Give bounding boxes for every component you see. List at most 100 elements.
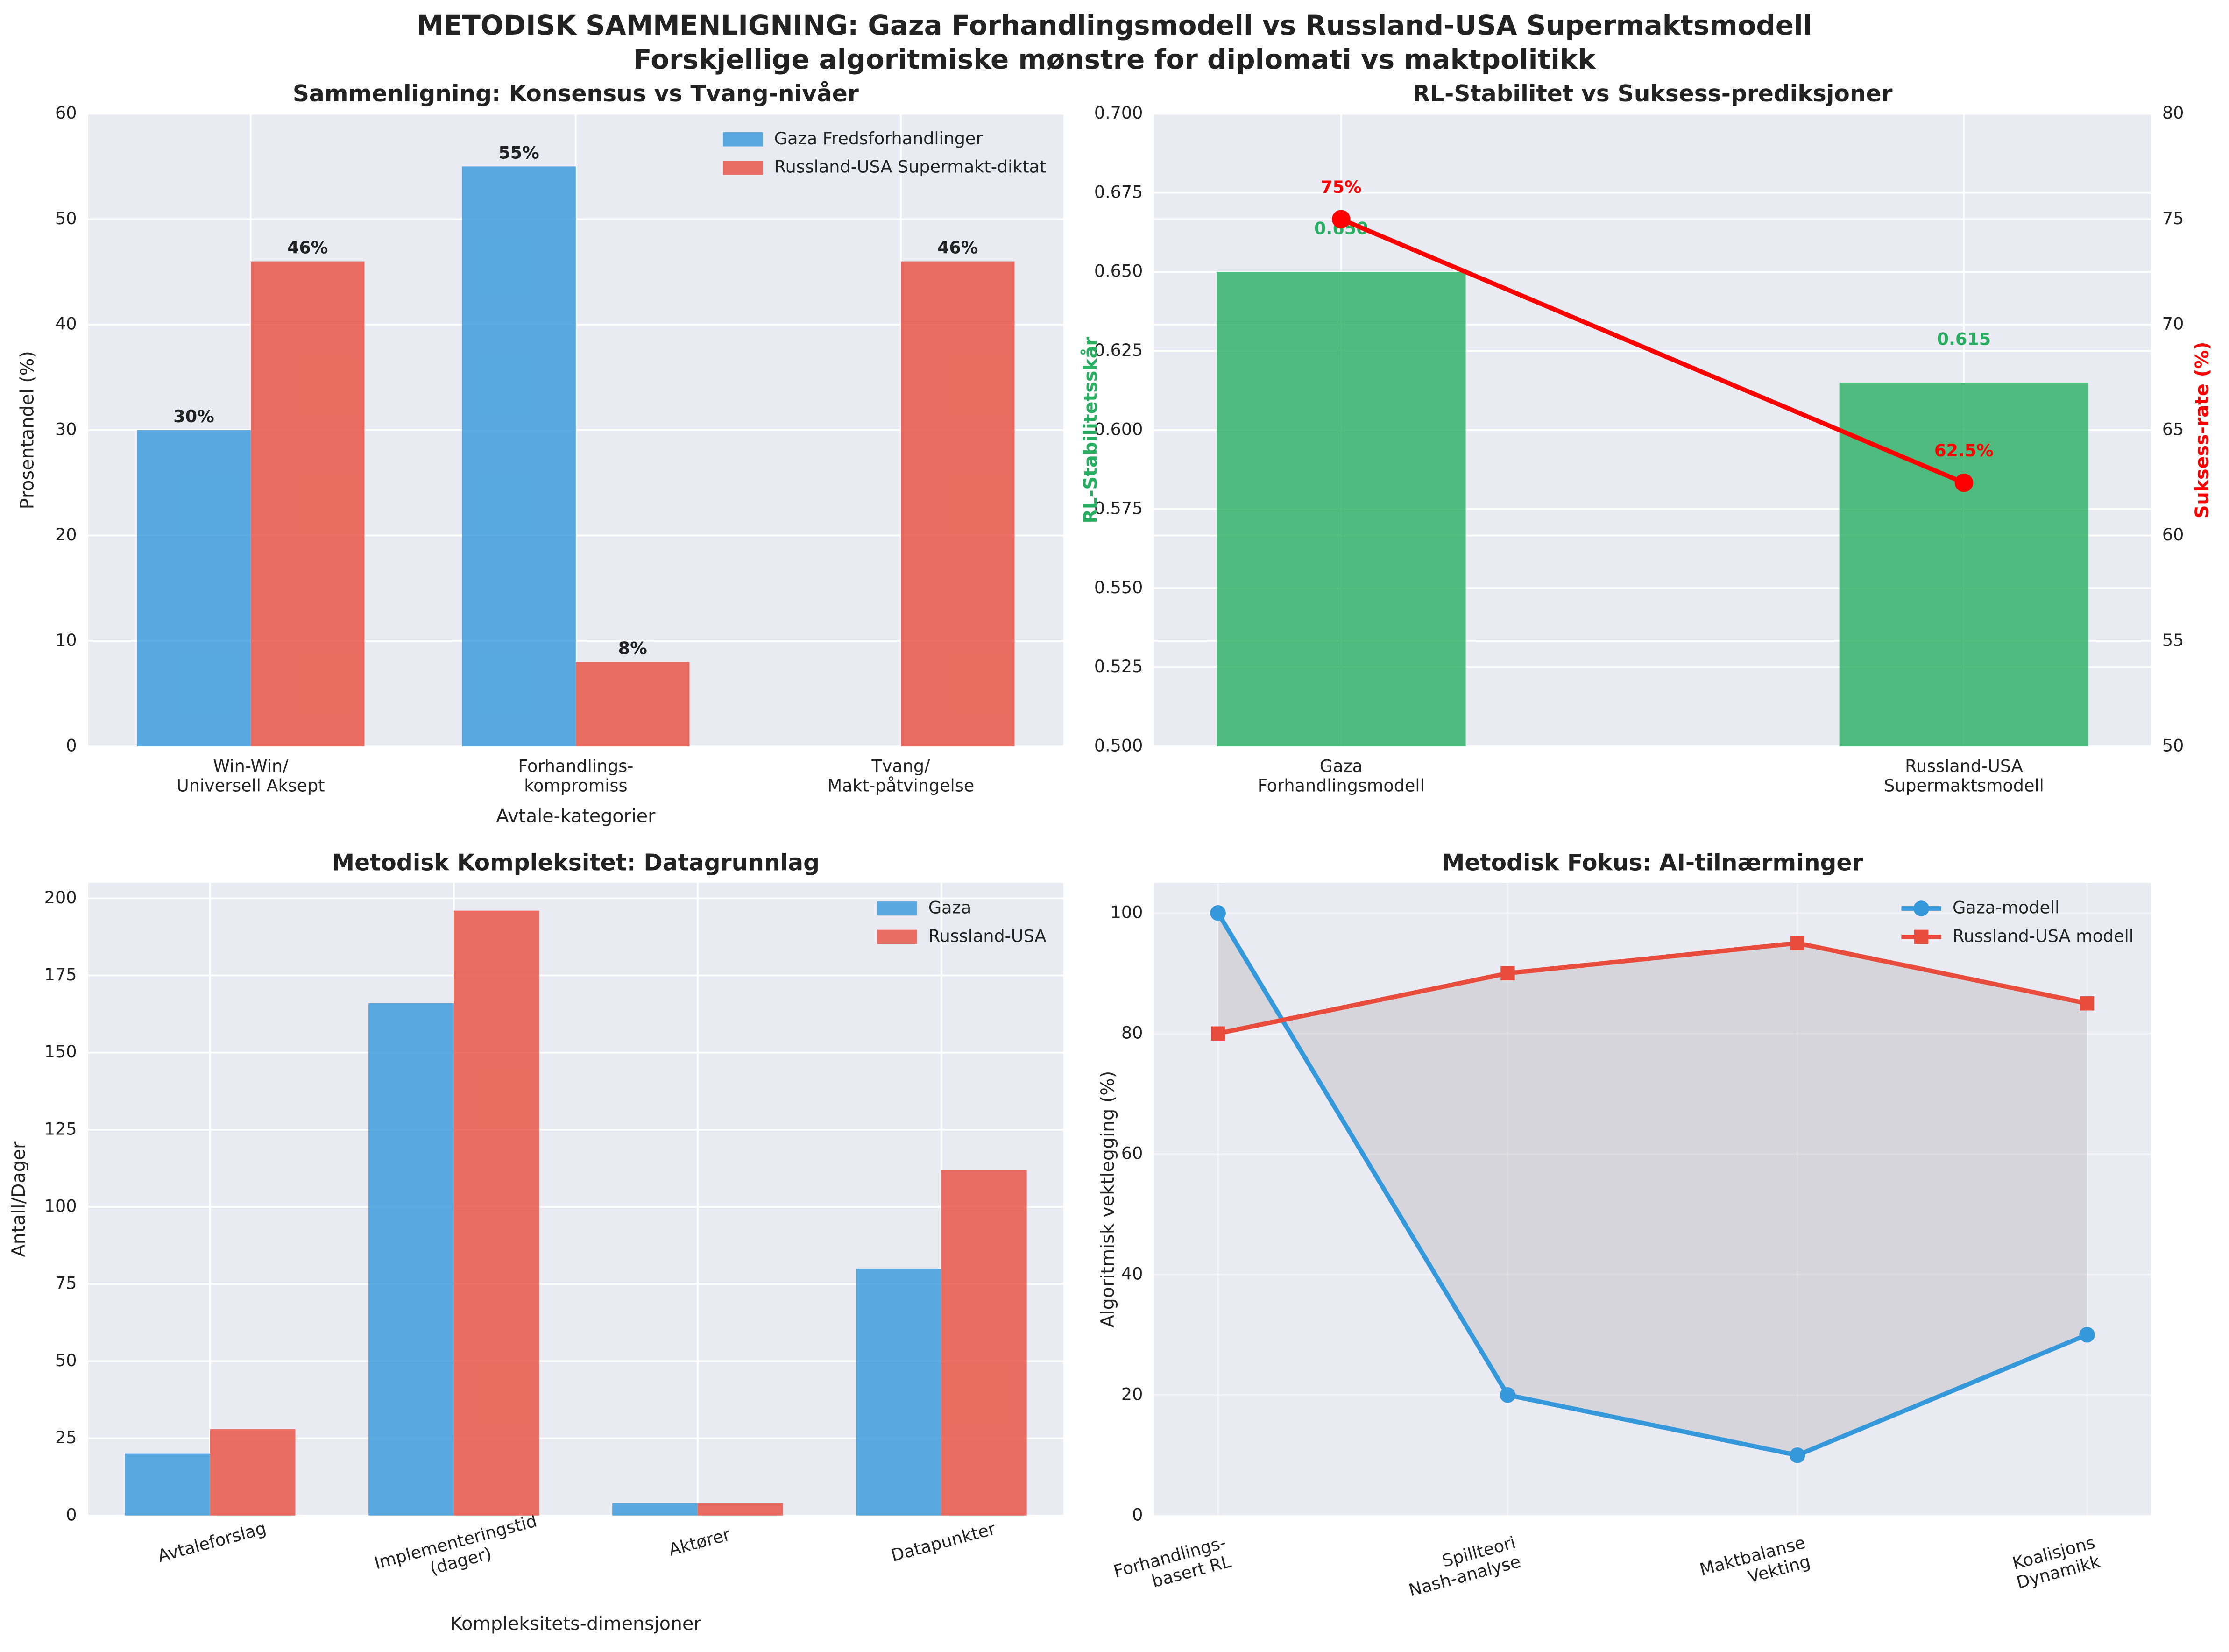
legend-swatch: [877, 901, 917, 916]
subplot-title: Metodisk Kompleksitet: Datagrunnlag: [332, 850, 820, 876]
y-tick-label: 40: [55, 314, 77, 334]
y2-tick-label: 75: [2162, 208, 2184, 228]
y-tick-label: 175: [44, 964, 77, 985]
y-tick-label: 100: [1111, 902, 1143, 922]
bar-value-label: 55%: [498, 142, 539, 163]
bar: [368, 1003, 454, 1516]
bar-value-label: 0.615: [1937, 329, 1991, 349]
y-tick-label: 200: [44, 887, 77, 908]
y-tick-label: 50: [55, 208, 77, 228]
legend-swatch: [723, 160, 763, 175]
bar: [941, 1170, 1027, 1516]
marker: [1210, 1026, 1225, 1041]
y-tick-label: 30: [55, 419, 77, 439]
fill-between: [1218, 913, 2087, 1455]
subplot-title: Metodisk Fokus: AI-tilnærminger: [1442, 850, 1863, 876]
y-tick-label: 125: [44, 1119, 77, 1139]
legend-label: Gaza: [928, 898, 971, 918]
legend-swatch: [1913, 900, 1929, 916]
y2-tick-label: 60: [2162, 525, 2184, 545]
y-tick-label: 75: [55, 1273, 77, 1293]
y-tick-label: 60: [55, 103, 77, 123]
y-tick-label: 0.500: [1094, 736, 1143, 756]
y-tick-label: 150: [44, 1042, 77, 1062]
x-axis-label: Avtale-kategorier: [496, 806, 656, 827]
y2-tick-label: 70: [2162, 314, 2184, 334]
bar-value-label: 46%: [287, 238, 328, 258]
y-tick-label: 0.600: [1094, 419, 1143, 439]
marker: [1332, 210, 1351, 229]
y-tick-label: 0.550: [1094, 577, 1143, 597]
legend-label: Russland-USA modell: [1953, 926, 2134, 946]
y-axis-label: RL-Stabilitetsskår: [1080, 337, 1101, 524]
figure-title: METODISK SAMMENLIGNING: Gaza Forhandling…: [417, 9, 1812, 41]
y-tick-label: 10: [55, 630, 77, 650]
bar-value-label: 8%: [618, 638, 647, 659]
subplot: 0.500 0.525 0.550 0.575 0.600 0.625 0.650 0.675…: [1080, 81, 2213, 796]
y2-tick-label: 55: [2162, 630, 2184, 650]
bar-value-label: 46%: [937, 238, 978, 258]
y-tick-label: 25: [55, 1427, 77, 1447]
x-tick-label: Gaza Forhandlingsmodell: [1258, 756, 1425, 796]
legend-label: Gaza-modell: [1953, 898, 2059, 918]
bar: [856, 1269, 941, 1516]
legend-swatch: [723, 132, 763, 147]
x-tick-label: Tvang/Makt-påtvingelse: [828, 756, 975, 796]
bar: [697, 1503, 783, 1516]
y-tick-label: 20: [55, 525, 77, 545]
line-value-label: 75%: [1321, 177, 1361, 197]
y-tick-label: 80: [1121, 1022, 1143, 1042]
marker: [1500, 966, 1515, 980]
bar: [575, 662, 690, 747]
plot-background: [1154, 883, 2151, 1516]
legend-swatch: [1914, 929, 1929, 944]
legend-label: Russland-USA Supermakt-diktat: [774, 157, 1047, 177]
bar-value-label: 30%: [173, 406, 214, 426]
y-tick-label: 0.575: [1094, 498, 1143, 518]
y2-tick-label: 80: [2162, 103, 2184, 123]
y2-axis-label: Suksess-rate (%): [2192, 342, 2213, 518]
bar: [250, 261, 365, 747]
y-tick-label: 0: [66, 736, 77, 756]
y2-tick-label: 65: [2162, 419, 2184, 439]
x-axis-label: Kompleksitets-dimensjoner: [450, 1613, 701, 1635]
y-tick-label: 100: [44, 1196, 77, 1216]
y-tick-label: 50: [55, 1350, 77, 1370]
y-axis-label: Algoritmisk vektlegging (%): [1097, 1071, 1118, 1328]
bar: [453, 910, 539, 1516]
x-tick-label: Russland-USA Supermaktsmodell: [1884, 756, 2044, 796]
line: [1340, 217, 1965, 485]
y-tick-label: 0.700: [1094, 103, 1143, 123]
y-tick-label: 60: [1121, 1143, 1143, 1163]
marker: [1790, 936, 1804, 950]
line: [1217, 941, 2088, 1036]
marker: [2079, 1327, 2095, 1343]
legend-label: Russland-USA: [928, 926, 1047, 946]
marker: [1500, 1387, 1516, 1403]
x-tick-label: Forhandlings-kompromiss: [518, 756, 633, 796]
bar: [612, 1503, 698, 1516]
y2-tick-label: 50: [2162, 736, 2184, 756]
bar: [125, 1453, 210, 1516]
legend-label: Gaza Fredsforhandlinger: [774, 128, 984, 149]
subplot: 0 10 20 30 40 50 60 Win-Win/Universell Aksept Fo…: [16, 81, 1063, 827]
marker: [1954, 473, 1974, 492]
y-tick-label: 0.650: [1094, 261, 1143, 281]
y-tick-label: 0.675: [1094, 182, 1143, 202]
subplot-title: RL-Stabilitet vs Suksess-prediksjoner: [1413, 81, 1893, 107]
y-tick-label: 20: [1121, 1384, 1143, 1404]
x-tick-label: Win-Win/Universell Aksept: [177, 756, 325, 796]
bar: [210, 1429, 296, 1516]
y-tick-label: 0: [66, 1504, 77, 1524]
figure-subtitle: Forskjellige algoritmiske mønstre for di…: [633, 43, 1596, 75]
marker: [2080, 996, 2095, 1011]
bar: [1217, 272, 1466, 747]
y-tick-label: 0.625: [1094, 340, 1143, 360]
y-tick-label: 0: [1132, 1504, 1143, 1524]
y-axis-label: Prosentandel (%): [16, 351, 38, 509]
bar: [137, 430, 251, 747]
marker: [1790, 1447, 1805, 1463]
